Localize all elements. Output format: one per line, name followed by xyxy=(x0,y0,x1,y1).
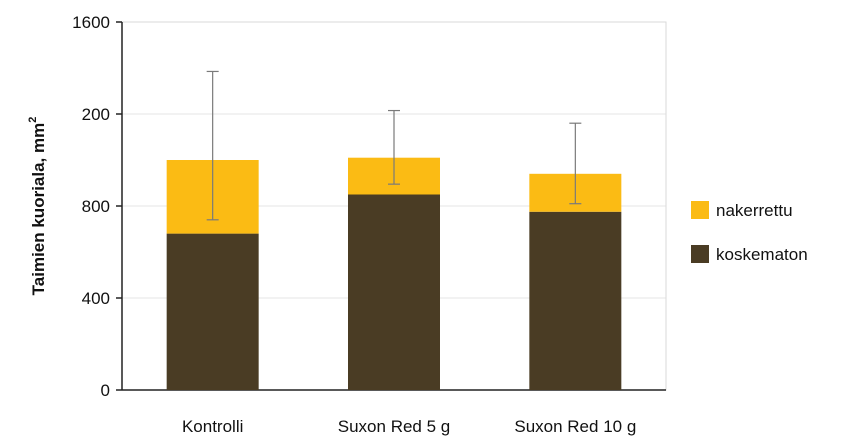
y-tick-label: 800 xyxy=(82,197,110,216)
error-bars xyxy=(206,70,582,221)
bars xyxy=(166,157,622,390)
y-axis-title-text: Taimien kuoriala, mm xyxy=(29,123,48,296)
legend-label-koskematon: koskematon xyxy=(716,245,808,264)
y-tick-label: 200 xyxy=(82,105,110,124)
y-tick-label: 1600 xyxy=(72,13,110,32)
y-axis-title-superscript: 2 xyxy=(27,117,39,123)
legend-swatch-nakerrettu xyxy=(691,201,709,219)
bar-koskematon xyxy=(348,194,440,390)
legend: nakerrettu koskematon xyxy=(691,201,808,264)
category-label: Suxon Red 10 g xyxy=(514,417,636,436)
y-tick-label: 0 xyxy=(101,381,110,400)
y-axis-title: Taimien kuoriala, mm2 xyxy=(27,117,48,296)
bar-koskematon xyxy=(529,211,622,390)
y-tick-label: 400 xyxy=(82,289,110,308)
y-ticks: 0 400 800 200 1600 xyxy=(72,13,122,400)
category-labels: Kontrolli Suxon Red 5 g Suxon Red 10 g xyxy=(182,417,636,436)
bar-koskematon xyxy=(166,233,259,390)
category-label: Kontrolli xyxy=(182,417,243,436)
legend-swatch-koskematon xyxy=(691,245,709,263)
legend-label-nakerrettu: nakerrettu xyxy=(716,201,793,220)
category-label: Suxon Red 5 g xyxy=(338,417,450,436)
